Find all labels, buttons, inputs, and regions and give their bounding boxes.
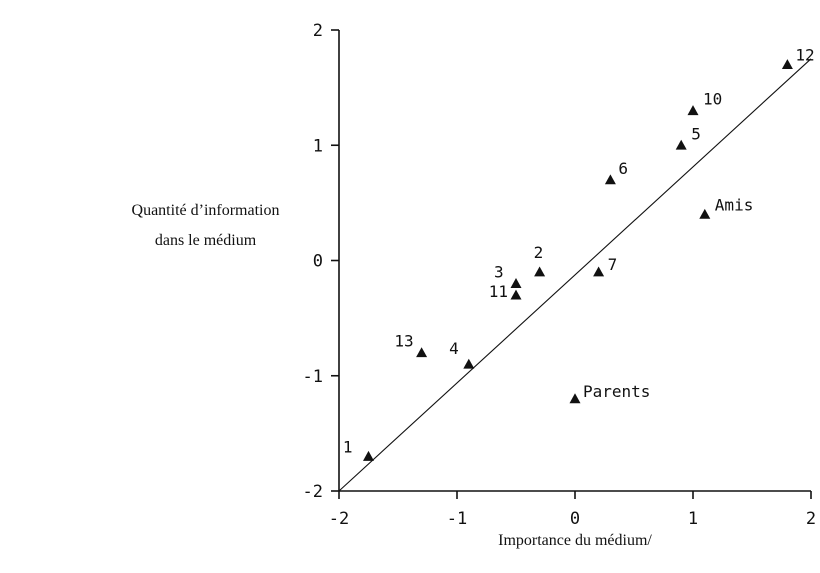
data-point-label: Parents: [583, 382, 650, 401]
data-point-label: 6: [618, 159, 628, 178]
data-point-marker: [534, 267, 545, 277]
x-tick-label: 0: [570, 509, 580, 529]
data-point-marker: [416, 347, 427, 357]
data-point-label: 1: [343, 437, 353, 456]
data-point-label: 2: [534, 243, 544, 262]
fit-line-layer: [339, 59, 811, 491]
data-point-label: 12: [795, 46, 814, 65]
x-axis-label: Importance du médium/: [440, 532, 710, 550]
data-point-label: 3: [494, 263, 504, 282]
fit-line: [339, 59, 811, 491]
y-axis-label: Quantité d’information dans le médium: [118, 196, 293, 256]
data-point-marker: [605, 174, 616, 184]
data-point-marker: [676, 140, 687, 150]
data-point-marker: [593, 267, 604, 277]
y-tick-label: 0: [313, 252, 323, 272]
x-tick-label: 2: [806, 509, 816, 529]
data-point-marker: [699, 209, 710, 219]
y-axis-label-line-2: dans le médium: [118, 226, 293, 256]
data-point-label: 10: [703, 90, 722, 109]
data-point-marker: [570, 393, 581, 403]
data-point-label: 13: [394, 332, 413, 351]
y-tick-label: 2: [313, 21, 323, 41]
data-point-label: 4: [449, 339, 459, 358]
data-point-marker: [688, 105, 699, 115]
data-point-marker: [363, 451, 374, 461]
y-tick-label: -2: [303, 482, 323, 502]
x-tick-label: 1: [688, 509, 698, 529]
data-point-marker: [511, 278, 522, 288]
data-point-marker: [782, 59, 793, 69]
x-tick-label: -2: [329, 509, 349, 529]
x-tick-label: -1: [447, 509, 467, 529]
data-point-label: 7: [608, 255, 618, 274]
y-tick-label: -1: [303, 367, 323, 387]
data-point-marker: [511, 290, 522, 300]
data-point-label: Amis: [715, 195, 754, 214]
y-tick-label: 1: [313, 136, 323, 156]
data-point-label: 5: [691, 124, 701, 143]
y-axis-label-line-1: Quantité d’information: [118, 196, 293, 226]
axes: [339, 30, 811, 491]
data-point-label: 11: [489, 282, 508, 301]
data-point-marker: [463, 359, 474, 369]
